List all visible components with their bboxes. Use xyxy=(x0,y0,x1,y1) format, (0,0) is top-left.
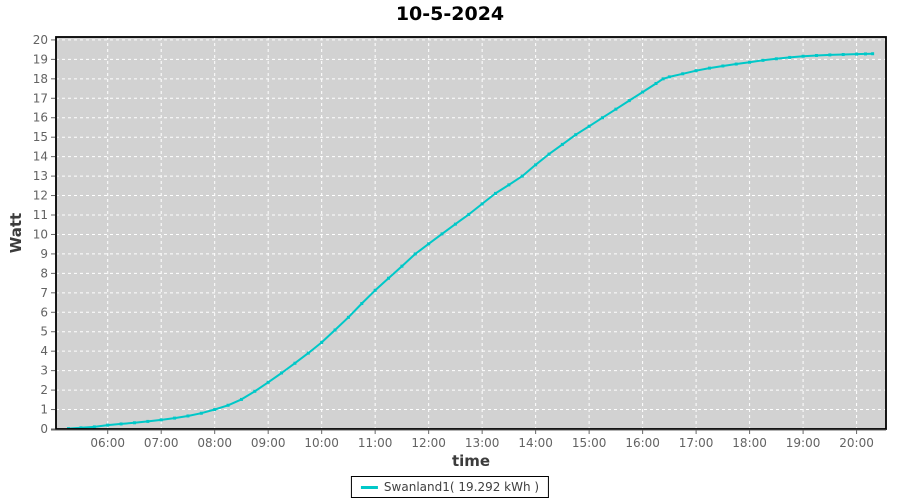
svg-text:20:00: 20:00 xyxy=(839,436,874,450)
svg-text:7: 7 xyxy=(40,286,48,300)
svg-text:17:00: 17:00 xyxy=(679,436,714,450)
svg-text:18:00: 18:00 xyxy=(732,436,767,450)
svg-text:3: 3 xyxy=(40,364,48,378)
svg-text:16: 16 xyxy=(33,111,48,125)
svg-text:5: 5 xyxy=(40,325,48,339)
svg-text:6: 6 xyxy=(40,305,48,319)
svg-text:06:00: 06:00 xyxy=(90,436,125,450)
svg-text:19:00: 19:00 xyxy=(786,436,821,450)
plot-area xyxy=(56,37,886,429)
svg-text:17: 17 xyxy=(33,91,48,105)
svg-text:10: 10 xyxy=(33,227,48,241)
legend: Swanland1( 19.292 kWh ) xyxy=(350,476,550,498)
svg-text:11: 11 xyxy=(33,208,48,222)
svg-text:13:00: 13:00 xyxy=(465,436,500,450)
svg-text:2: 2 xyxy=(40,383,48,397)
svg-text:08:00: 08:00 xyxy=(197,436,232,450)
svg-text:14:00: 14:00 xyxy=(518,436,553,450)
svg-text:18: 18 xyxy=(33,72,48,86)
svg-text:0: 0 xyxy=(40,422,48,436)
svg-text:4: 4 xyxy=(40,344,48,358)
svg-text:12: 12 xyxy=(33,189,48,203)
svg-text:15:00: 15:00 xyxy=(572,436,607,450)
plot-border xyxy=(55,36,887,430)
svg-text:14: 14 xyxy=(33,150,48,164)
legend-series-label: Swanland1( 19.292 kWh ) xyxy=(383,480,540,494)
svg-text:10:00: 10:00 xyxy=(304,436,339,450)
svg-text:15: 15 xyxy=(33,130,48,144)
svg-text:1: 1 xyxy=(40,403,48,417)
svg-text:8: 8 xyxy=(40,266,48,280)
chart-title: 10-5-2024 xyxy=(395,3,505,25)
legend-line-swatch xyxy=(360,485,378,489)
svg-text:13: 13 xyxy=(33,169,48,183)
svg-text:07:00: 07:00 xyxy=(144,436,179,450)
svg-text:16:00: 16:00 xyxy=(625,436,660,450)
x-axis-label: time xyxy=(451,452,491,470)
svg-text:12:00: 12:00 xyxy=(411,436,446,450)
svg-text:11:00: 11:00 xyxy=(358,436,393,450)
svg-text:09:00: 09:00 xyxy=(251,436,286,450)
svg-text:20: 20 xyxy=(33,33,48,47)
svg-text:9: 9 xyxy=(40,247,48,261)
y-axis-label: Watt xyxy=(7,212,25,254)
svg-text:19: 19 xyxy=(33,52,48,66)
